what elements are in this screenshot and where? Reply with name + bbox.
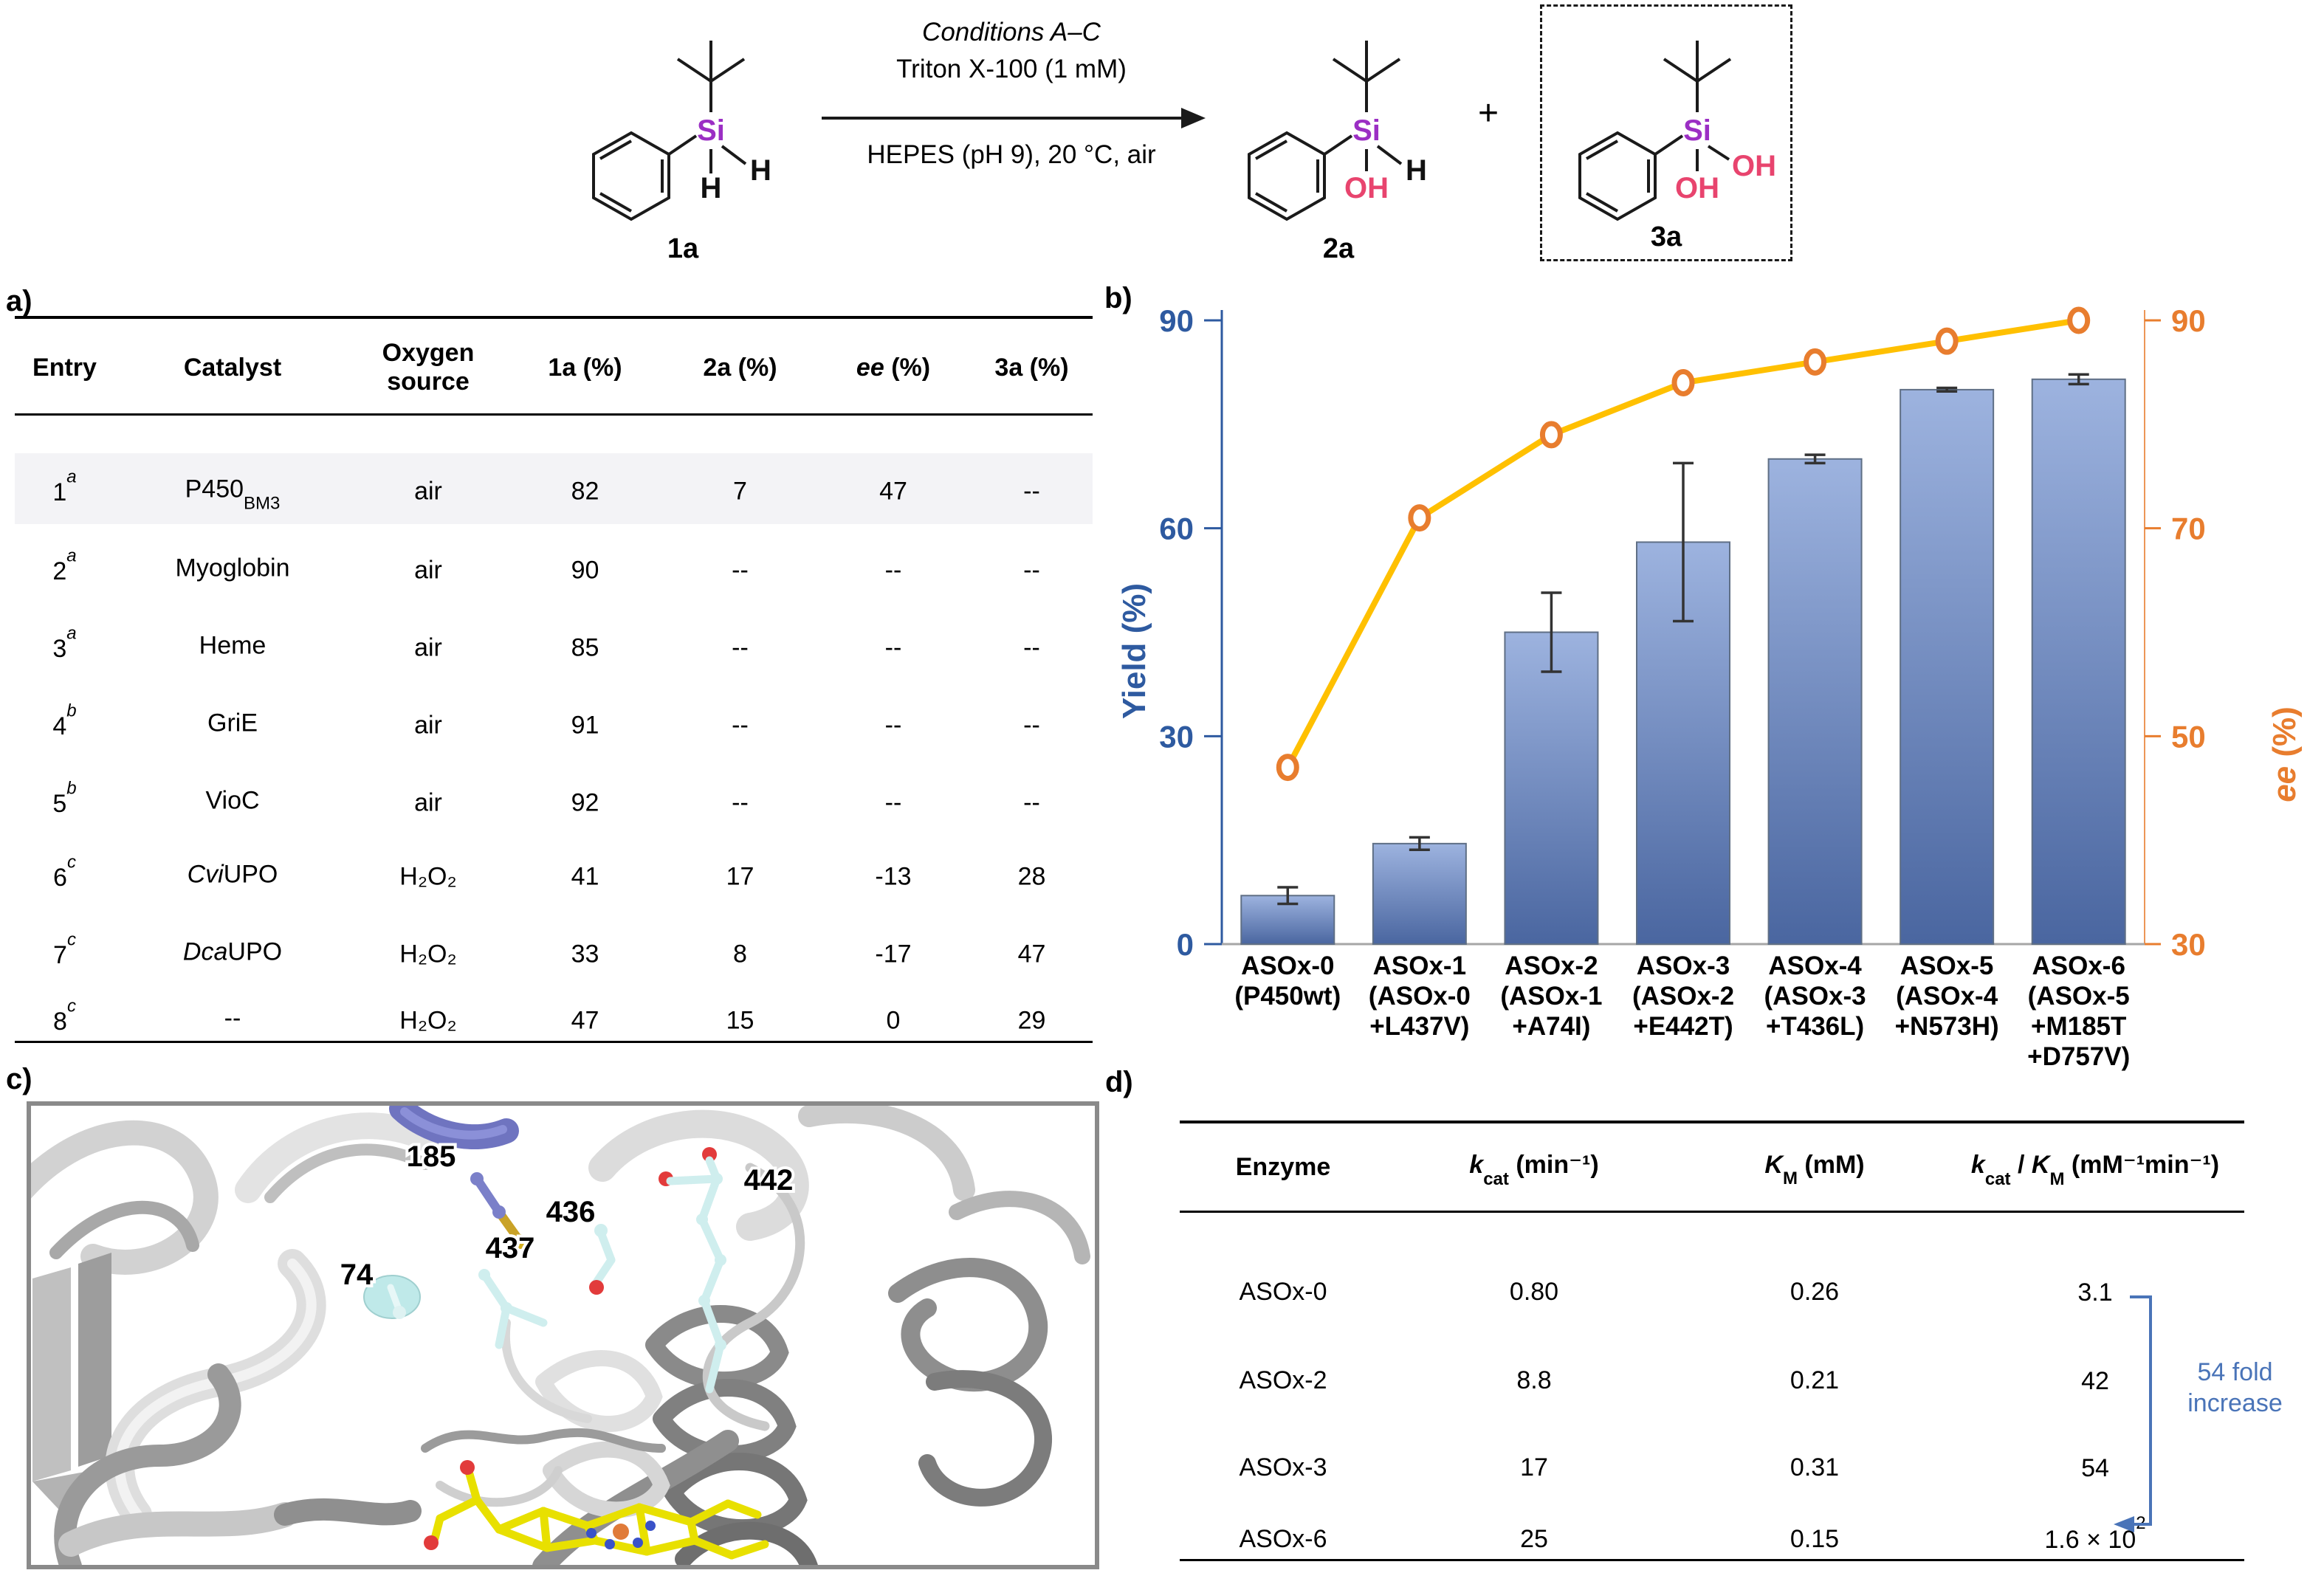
oh-group-label: OH — [1732, 150, 1776, 182]
table-row: 7c DcaUPO H₂O₂ 33 8 -17 47 — [53, 929, 1046, 970]
table-row: 3a Heme air 85 -- -- -- — [52, 623, 1040, 664]
table-row: ASOx-3 17 0.31 54 — [1239, 1453, 2109, 1483]
plus-sign: + — [1478, 94, 1499, 133]
h-atom-label: H — [1406, 154, 1427, 187]
svg-text:ee (%): ee (%) — [2266, 706, 2303, 802]
table-row: 4b GriE air 91 -- -- -- — [52, 701, 1040, 741]
panel-d-label: d) — [1105, 1066, 1133, 1098]
table-header-row: Enzyme kcat (min⁻¹) KM (mM) kcat / KM (m… — [1180, 1128, 2244, 1206]
oh-group-label: OH — [1344, 172, 1389, 204]
col-header-entry: Entry — [32, 353, 97, 382]
col-header-km: KM (mM) — [1764, 1150, 1865, 1189]
si-atom-label: Si — [1352, 114, 1381, 147]
h-atom-label: H — [701, 172, 722, 204]
panel-a-label: a) — [6, 285, 32, 317]
svg-text:+A74I): +A74I) — [1512, 1012, 1590, 1041]
svg-text:(ASOx-1: (ASOx-1 — [1500, 982, 1602, 1011]
table-row: 1a P450BM3 air 82 7 47 -- — [52, 467, 1040, 514]
table-row: 5b VioC air 92 -- -- -- — [52, 778, 1040, 819]
svg-text:+E442T): +E442T) — [1633, 1012, 1733, 1041]
protein-structure-image: 185 74 437 436 442 — [27, 1101, 1099, 1569]
panel-b-label: b) — [1104, 282, 1132, 314]
reaction-arrow-icon — [822, 108, 1206, 128]
svg-text:(ASOx-2: (ASOx-2 — [1632, 982, 1734, 1011]
svg-text:70: 70 — [2171, 512, 2206, 546]
residue-label-436: 436 — [546, 1196, 596, 1228]
si-atom-label: Si — [697, 114, 725, 147]
svg-text:+D757V): +D757V) — [2027, 1042, 2130, 1071]
residue-sticks — [363, 1147, 769, 1560]
reactant-label: 1a — [667, 233, 699, 264]
svg-text:(ASOx-0: (ASOx-0 — [1369, 982, 1471, 1011]
yield-ee-chart: 030609030507090ASOx-0(P450wt)ASOx-1(ASOx… — [1116, 303, 2303, 1071]
highlighted-row-band — [15, 453, 1093, 524]
svg-text:ASOx-2: ASOx-2 — [1505, 951, 1598, 980]
h-atom-label: H — [750, 154, 771, 187]
reaction-conditions-line3: HEPES (pH 9), 20 °C, air — [867, 140, 1156, 169]
svg-text:(ASOx-3: (ASOx-3 — [1764, 982, 1866, 1011]
fold-increase-bracket — [2114, 1295, 2152, 1532]
svg-text:(ASOx-4: (ASOx-4 — [1896, 982, 1998, 1011]
table-row: ASOx-2 8.8 0.21 42 — [1239, 1366, 2109, 1396]
col-header-3a: 3a (%) — [994, 353, 1069, 382]
col-header-kcat: kcat (min⁻¹) — [1469, 1151, 1599, 1189]
residue-label-74: 74 — [340, 1259, 374, 1291]
molecule-2a: Si H OH — [1248, 41, 1427, 221]
protein-ribbons — [31, 1106, 1090, 1565]
residue-label-437: 437 — [486, 1232, 535, 1264]
svg-text:ASOx-4: ASOx-4 — [1768, 951, 1862, 980]
col-header-2a: 2a (%) — [703, 353, 777, 382]
table-row: ASOx-6 25 0.15 1.6 × 102 — [1239, 1512, 2146, 1555]
table-row: 2a Myoglobin air 90 -- -- -- — [52, 545, 1040, 586]
col-header-oxygen: Oxygen source — [382, 339, 475, 396]
fold-increase-annotation: 54 fold increase — [2187, 1358, 2283, 1417]
table-row: 8c -- H₂O₂ 47 15 0 29 — [53, 996, 1046, 1036]
svg-text:30: 30 — [2171, 927, 2206, 962]
svg-text:(ASOx-5: (ASOx-5 — [2028, 982, 2130, 1011]
svg-text:+M185T: +M185T — [2031, 1012, 2126, 1041]
byproduct-box — [1540, 4, 1792, 261]
catalyst-screening-table: Entry Catalyst Oxygen source 1a (%) 2a (… — [15, 316, 1093, 1047]
product2-label: 3a — [1650, 221, 1682, 252]
molecule-3a: Si OH OH — [1578, 41, 1776, 221]
svg-text:0: 0 — [1177, 927, 1194, 962]
residue-label-442: 442 — [744, 1164, 794, 1197]
table-row: 6c CviUPO H₂O₂ 41 17 -13 28 — [53, 852, 1046, 892]
svg-text:+N573H): +N573H) — [1895, 1012, 1999, 1041]
arrow-left-icon — [2114, 1516, 2134, 1532]
svg-text:+T436L): +T436L) — [1766, 1012, 1864, 1041]
svg-text:+L437V): +L437V) — [1369, 1012, 1469, 1041]
svg-text:30: 30 — [1159, 719, 1194, 754]
svg-text:ASOx-1: ASOx-1 — [1373, 951, 1466, 980]
svg-text:ASOx-5: ASOx-5 — [1900, 951, 1993, 980]
kinetics-table: Enzyme kcat (min⁻¹) KM (mM) kcat / KM (m… — [1180, 1121, 2244, 1563]
reaction-conditions-line1: Conditions A–C — [922, 18, 1101, 47]
si-atom-label: Si — [1683, 114, 1711, 147]
table-row: ASOx-0 0.80 0.26 3.1 — [1239, 1277, 2113, 1307]
oh-group-label: OH — [1675, 172, 1719, 204]
svg-text:50: 50 — [2171, 719, 2206, 754]
svg-text:Yield (%): Yield (%) — [1116, 583, 1152, 719]
panel-c-label: c) — [6, 1063, 32, 1095]
reaction-conditions-line2: Triton X-100 (1 mM) — [896, 55, 1127, 83]
table-header-row: Entry Catalyst Oxygen source 1a (%) 2a (… — [15, 326, 1093, 409]
col-header-efficiency: kcat / KM (mM⁻¹min⁻¹) — [1970, 1151, 2220, 1189]
svg-text:90: 90 — [1159, 303, 1194, 338]
svg-text:ASOx-6: ASOx-6 — [2032, 951, 2125, 980]
molecule-1a: Si H H — [592, 41, 771, 221]
residue-label-185: 185 — [407, 1140, 456, 1173]
col-header-1a: 1a (%) — [548, 353, 622, 382]
heme-cofactor — [430, 1470, 769, 1560]
svg-text:90: 90 — [2171, 303, 2206, 338]
svg-text:60: 60 — [1159, 512, 1194, 546]
svg-text:ASOx-3: ASOx-3 — [1637, 951, 1730, 980]
product1-label: 2a — [1322, 233, 1355, 264]
col-header-ee: ee (%) — [856, 353, 931, 382]
svg-text:(P450wt): (P450wt) — [1234, 982, 1341, 1011]
col-header-catalyst: Catalyst — [183, 353, 282, 382]
svg-text:ASOx-0: ASOx-0 — [1241, 951, 1334, 980]
col-header-enzyme: Enzyme — [1235, 1152, 1331, 1181]
